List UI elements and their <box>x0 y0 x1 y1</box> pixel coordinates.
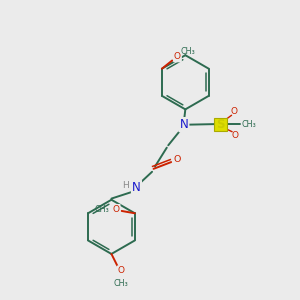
Text: O: O <box>231 131 238 140</box>
Text: O: O <box>174 52 181 62</box>
Text: O: O <box>173 154 181 164</box>
Text: O: O <box>117 266 124 275</box>
Text: N: N <box>179 118 188 131</box>
Text: CH₃: CH₃ <box>113 280 128 289</box>
Text: O: O <box>113 205 120 214</box>
Text: S: S <box>216 118 225 130</box>
Text: CH₃: CH₃ <box>180 46 195 56</box>
FancyBboxPatch shape <box>214 118 227 130</box>
Text: CH₃: CH₃ <box>94 205 109 214</box>
Text: H: H <box>122 181 129 190</box>
Text: N: N <box>132 181 141 194</box>
Text: O: O <box>230 107 237 116</box>
Text: CH₃: CH₃ <box>241 120 256 129</box>
